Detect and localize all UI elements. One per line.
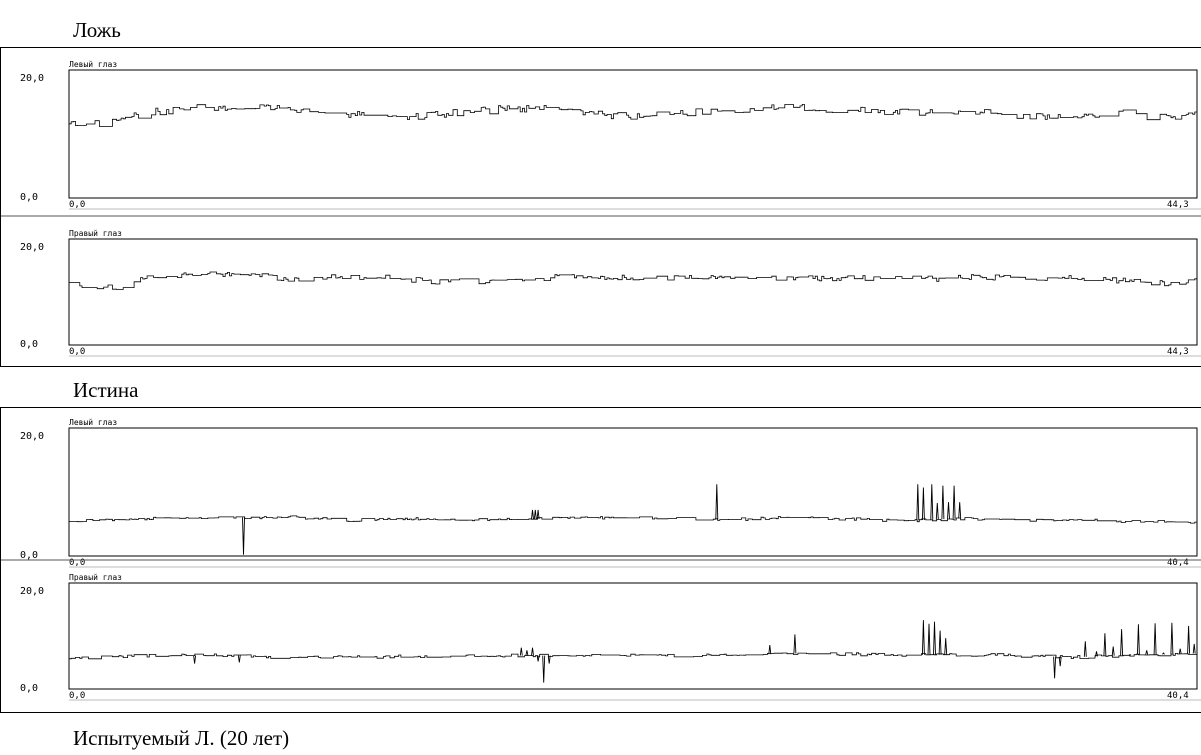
series-spike — [536, 509, 540, 520]
series-spike — [921, 487, 925, 521]
series-spike — [533, 509, 537, 520]
section-header-lie: Ложь — [0, 0, 1201, 48]
plot-frame — [68, 582, 1198, 690]
series-line — [69, 104, 1198, 127]
series-spike — [935, 502, 939, 520]
series-spike — [793, 634, 797, 654]
series-spike — [952, 485, 956, 519]
series-spike — [938, 630, 942, 655]
series-spike — [1095, 651, 1098, 657]
series-spike — [947, 502, 950, 519]
chart-title: Левый глаз — [69, 418, 117, 427]
series-spike — [1170, 622, 1174, 655]
chart-panel: Левый глаз 20,0 0,0 0,0 40,4 — [20, 418, 1201, 568]
y-tick-label: 20,0 — [20, 586, 44, 597]
y-tick-label: 20,0 — [20, 242, 44, 253]
series-spike — [958, 502, 962, 519]
x-tick-label: 0,0 — [69, 558, 85, 568]
series-spike — [542, 655, 546, 683]
x-tick-label: 40,4 — [1167, 691, 1189, 701]
x-tick-label: 0,0 — [69, 691, 85, 701]
plot-frame — [68, 427, 1198, 557]
x-tick-label: 0,0 — [69, 200, 85, 210]
series-line — [69, 515, 1198, 524]
x-tick-label: 0,0 — [69, 347, 85, 357]
series-spike — [1153, 623, 1157, 655]
series-spike — [930, 484, 934, 520]
x-tick-label: 40,4 — [1167, 558, 1189, 568]
plot-frame — [68, 69, 1198, 199]
x-tick-label: 44,3 — [1167, 200, 1189, 210]
section-title: Истина — [73, 378, 139, 402]
y-tick-label: 20,0 — [20, 431, 44, 442]
series-spike — [237, 655, 241, 663]
series-spike — [921, 620, 925, 655]
series-spike — [715, 484, 719, 520]
series-spike — [1120, 629, 1124, 656]
series-spike — [1058, 656, 1062, 667]
series-spike — [941, 485, 945, 520]
series-spike — [193, 655, 197, 664]
series-line — [69, 271, 1197, 290]
chart-title: Правый глаз — [69, 229, 122, 238]
series-spike — [1162, 652, 1165, 655]
y-tick-label: 0,0 — [20, 192, 38, 203]
series-spike — [1145, 650, 1149, 655]
y-tick-label: 0,0 — [20, 339, 38, 350]
series-spike — [1103, 633, 1107, 657]
series-spike — [1128, 654, 1132, 656]
series-spike — [1187, 625, 1191, 654]
plot-frame — [68, 238, 1198, 346]
series-spike — [916, 484, 920, 521]
series-spike — [933, 621, 936, 655]
series-spike — [525, 650, 529, 656]
left-border — [0, 408, 1, 712]
series-spike — [1111, 646, 1115, 656]
series-spike — [927, 623, 931, 655]
series-spike — [519, 647, 523, 656]
series-spike — [768, 644, 772, 655]
series-spike — [536, 655, 540, 662]
series-spike — [1136, 624, 1140, 655]
y-tick-label: 20,0 — [20, 73, 44, 84]
series-line — [69, 652, 1197, 660]
chart-title: Левый глаз — [69, 60, 117, 69]
series-spike — [1083, 641, 1087, 657]
chart-panel: Правый глаз 20,0 0,0 0,0 40,4 — [1, 559, 1201, 701]
series-spike — [1178, 648, 1182, 654]
chart-title: Правый глаз — [69, 573, 122, 582]
x-tick-label: 44,3 — [1167, 347, 1189, 357]
series-spike — [547, 655, 551, 664]
chart-panel: Правый глаз 20,0 0,0 0,0 44,3 — [1, 215, 1201, 357]
series-spike — [242, 517, 245, 555]
left-border — [0, 48, 1, 366]
section-title: Ложь — [73, 18, 121, 42]
footer: Испытуемый Л. (20 лет) — [0, 712, 1201, 755]
chart-panel: Левый глаз 20,0 0,0 0,0 44,3 — [20, 60, 1201, 210]
section-header-truth: Истина — [0, 366, 1201, 408]
series-spike — [531, 509, 534, 520]
lie-charts: Левый глаз 20,0 0,0 0,0 44,3 Правый глаз 20,0 0… — [1, 60, 1201, 357]
y-tick-label: 0,0 — [20, 683, 38, 694]
truth-charts: Левый глаз 20,0 0,0 0,0 40,4 Правый глаз 20,0 0… — [1, 418, 1201, 701]
series-spike — [944, 638, 948, 655]
series-spike — [1053, 656, 1057, 679]
y-tick-label: 0,0 — [20, 550, 38, 561]
series-spike — [531, 647, 534, 656]
subject-caption: Испытуемый Л. (20 лет) — [73, 726, 290, 750]
series-spike — [1192, 643, 1196, 654]
